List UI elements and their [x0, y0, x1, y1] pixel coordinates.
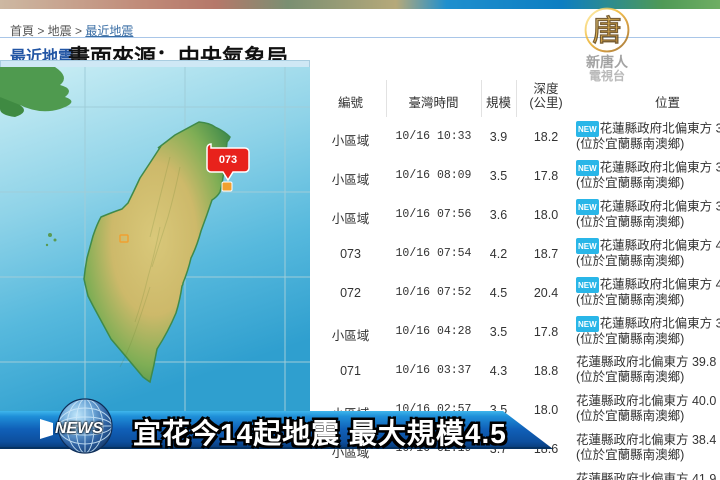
- svg-text:073: 073: [219, 154, 237, 166]
- svg-text:唐: 唐: [592, 13, 621, 47]
